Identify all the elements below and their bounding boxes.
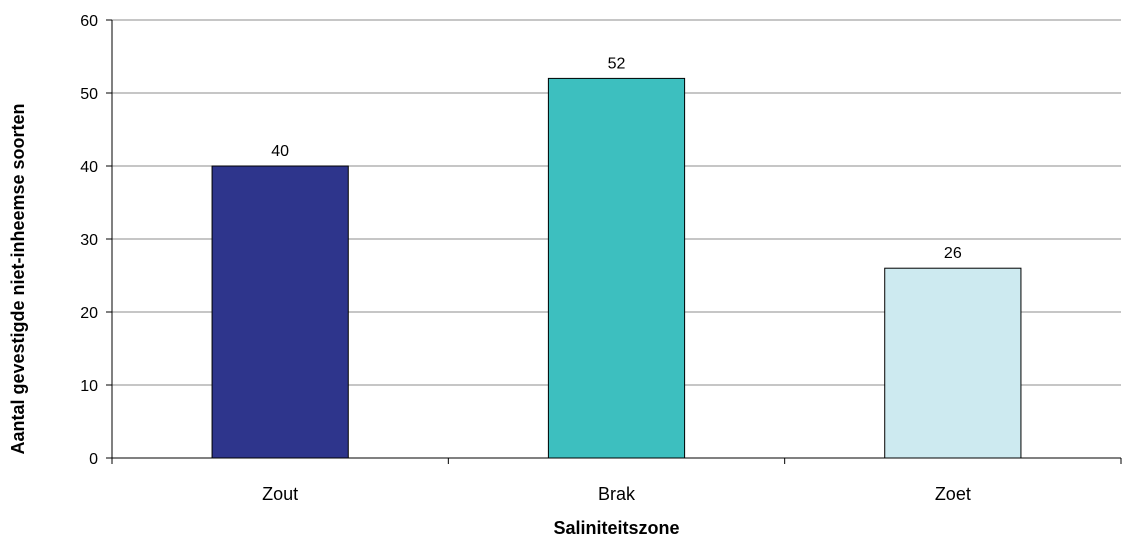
y-tick-label-0: 0 <box>89 451 98 468</box>
x-tick-label-brak: Brak <box>598 484 636 504</box>
data-label-zout: 40 <box>271 143 289 160</box>
data-label-brak: 52 <box>608 55 626 72</box>
x-tick-label-zoet: Zoet <box>935 484 971 504</box>
y-tick-label-10: 10 <box>80 378 98 395</box>
x-axis-title: Saliniteitszone <box>553 518 679 538</box>
bars <box>211 77 1022 459</box>
y-tick-label-20: 20 <box>80 305 98 322</box>
bar-zoet <box>884 267 1022 459</box>
x-tick-label-zout: Zout <box>262 484 298 504</box>
y-tick-label-60: 60 <box>80 13 98 30</box>
axes <box>106 19 1122 464</box>
y-tick-label-30: 30 <box>80 232 98 249</box>
bar-zout <box>211 165 349 459</box>
y-axis-title: Aantal gevestigde niet-inheemse soorten <box>8 103 28 454</box>
labels: 40 Zout 52 Brak 26 Zoet 0 10 20 30 40 50 60 <box>80 13 971 504</box>
bar-brak <box>547 77 686 459</box>
y-tick-label-50: 50 <box>80 86 98 103</box>
y-tick-label-40: 40 <box>80 159 98 176</box>
data-label-zoet: 26 <box>944 245 962 262</box>
